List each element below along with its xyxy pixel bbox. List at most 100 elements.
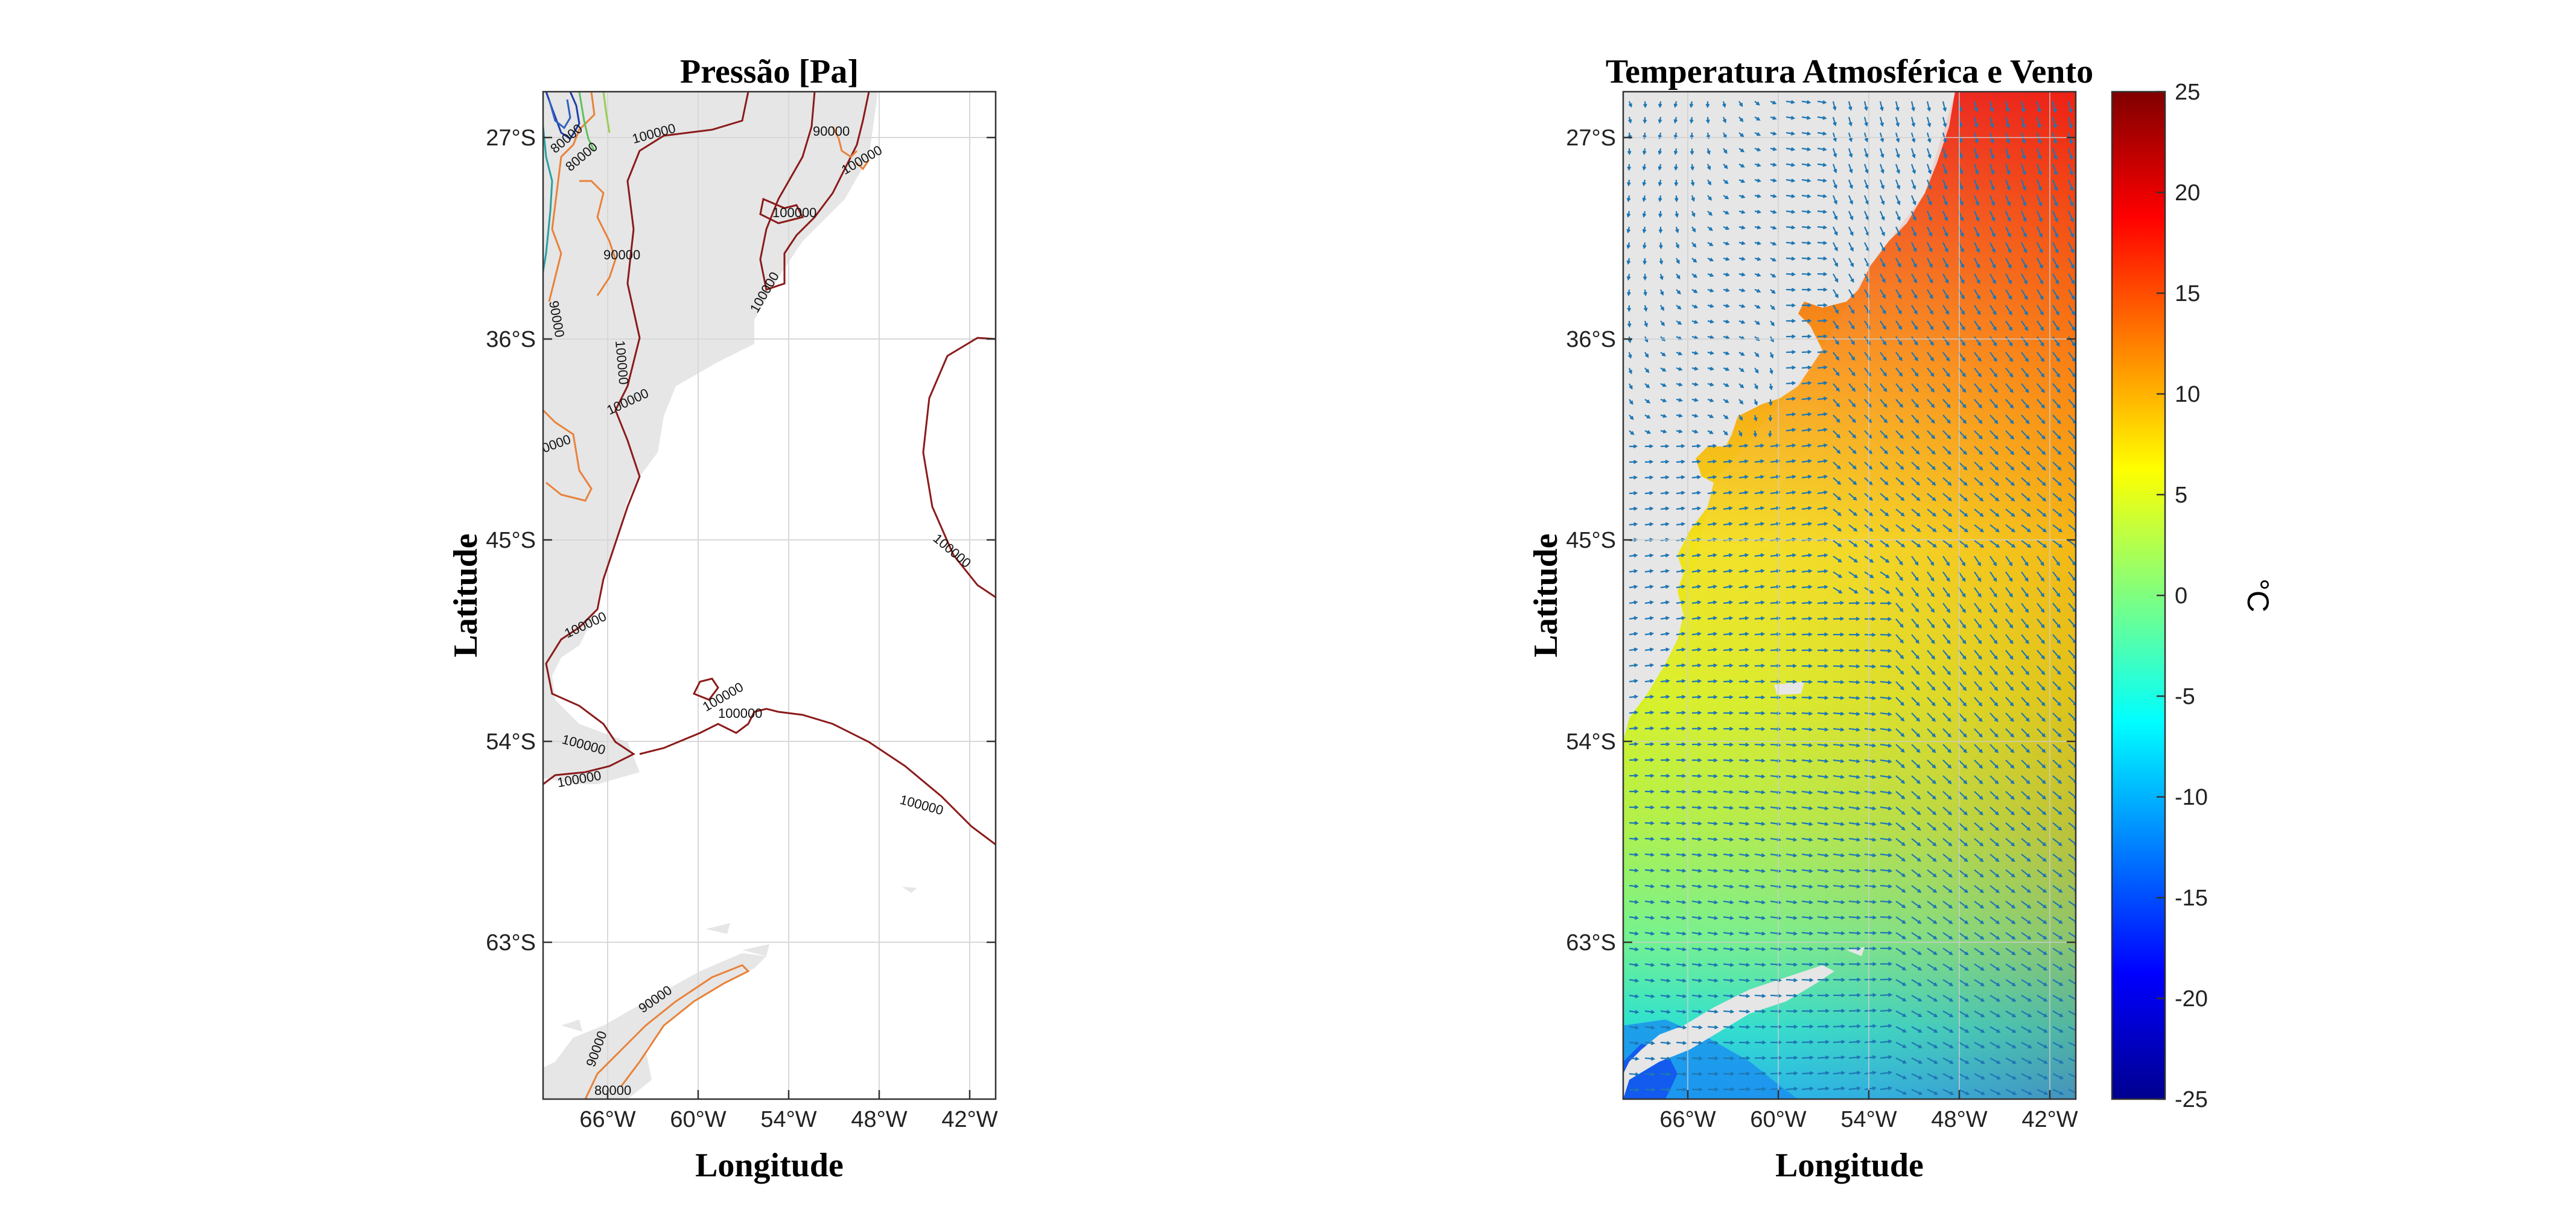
wind-arrow — [1817, 1071, 1830, 1076]
wind-arrow — [1770, 241, 1777, 246]
wind-arrow — [1817, 1009, 1830, 1013]
wind-arrow — [1754, 900, 1766, 905]
wind-arrow — [1880, 556, 1890, 563]
wind-arrow — [1723, 257, 1730, 261]
wind-arrow — [1817, 743, 1829, 747]
wind-arrow — [1911, 963, 1922, 971]
wind-arrow — [1707, 1071, 1719, 1076]
wind-arrow — [1690, 148, 1694, 156]
wind-arrow — [1707, 506, 1717, 510]
wind-arrow — [1738, 210, 1746, 214]
wind-arrow — [1989, 179, 1995, 191]
wind-arrow — [1801, 147, 1811, 151]
wind-arrow — [1974, 650, 1982, 660]
wind-arrow — [1738, 553, 1749, 557]
wind-arrow — [1738, 367, 1745, 372]
wind-arrow — [1989, 101, 1994, 113]
wind-arrow — [1723, 148, 1728, 154]
wind-arrow — [1833, 258, 1838, 267]
wind-arrow — [1626, 258, 1631, 265]
wind-arrow — [1895, 744, 1905, 753]
wind-arrow — [2052, 352, 2061, 363]
wind-arrow — [1723, 475, 1733, 480]
wind-arrow — [1848, 352, 1856, 361]
wind-arrow — [1723, 319, 1731, 324]
wind-arrow — [1706, 163, 1711, 171]
wind-arrow — [1786, 319, 1796, 323]
wind-arrow — [1770, 258, 1777, 262]
wind-arrow — [1691, 553, 1702, 557]
wind-arrow — [1911, 775, 1921, 784]
wind-arrow — [2052, 211, 2058, 223]
wind-arrow — [1786, 648, 1797, 652]
wind-arrow — [2005, 932, 2016, 940]
wind-arrow — [1848, 696, 1861, 700]
wind-arrow — [1989, 336, 1997, 347]
wind-arrow — [1817, 303, 1828, 308]
wind-arrow — [2021, 728, 2031, 738]
wind-arrow — [1880, 352, 1887, 361]
wind-arrow — [1895, 822, 1906, 831]
wind-arrow — [1754, 711, 1766, 715]
wind-arrow — [1848, 946, 1862, 951]
wind-arrow — [1848, 775, 1861, 779]
wind-arrow — [1974, 461, 1983, 471]
wind-arrow — [2005, 963, 2017, 971]
wind-arrow — [1910, 179, 1916, 190]
wind-arrow — [1660, 758, 1671, 763]
wind-arrow — [1942, 697, 1951, 707]
wind-arrow — [1691, 459, 1702, 464]
wind-arrow — [1754, 978, 1766, 983]
wind-arrow — [1864, 946, 1877, 951]
lat-tick: 54°S — [1566, 729, 1616, 755]
wind-arrow — [1660, 978, 1671, 983]
wind-arrow — [1692, 742, 1702, 747]
wind-arrow — [1629, 506, 1638, 511]
wind-arrow — [2052, 1010, 2064, 1017]
wind-arrow — [1786, 475, 1796, 479]
wind-arrow — [1927, 242, 1933, 253]
wind-arrow — [1942, 571, 1950, 582]
wind-arrow — [1738, 383, 1744, 388]
lon-tick: 54°W — [1840, 1107, 1897, 1132]
wind-arrow — [1801, 179, 1811, 183]
wind-arrow — [1927, 414, 1935, 424]
wind-arrow — [1644, 632, 1655, 636]
wind-arrow — [1628, 101, 1632, 108]
wind-arrow — [1676, 900, 1687, 904]
wind-arrow — [1707, 978, 1719, 983]
pressure-title: Pressão [Pa] — [680, 53, 859, 90]
wind-arrow — [1676, 289, 1681, 295]
wind-arrow — [1974, 775, 1983, 785]
wind-arrow — [1786, 569, 1797, 573]
wind-arrow — [1833, 587, 1843, 594]
wind-arrow — [2037, 712, 2046, 722]
wind-arrow — [1690, 179, 1695, 187]
wind-arrow — [1644, 852, 1655, 857]
wind-arrow — [1754, 132, 1761, 136]
wind-arrow — [2037, 289, 2044, 300]
wind-arrow — [1958, 995, 1970, 1002]
wind-arrow — [1691, 994, 1703, 998]
wind-arrow — [1832, 195, 1837, 205]
wind-arrow — [1880, 899, 1893, 904]
wind-arrow — [1974, 603, 1982, 614]
wind-arrow — [2005, 242, 2012, 253]
wind-arrow — [1642, 163, 1647, 171]
wind-arrow — [2068, 320, 2076, 331]
wind-arrow — [1864, 461, 1873, 470]
wind-arrow — [2036, 148, 2042, 160]
wind-arrow — [1801, 334, 1812, 339]
wind-arrow — [1880, 336, 1887, 346]
wind-arrow — [1927, 509, 1937, 517]
wind-arrow — [1880, 915, 1893, 920]
wind-arrow — [1707, 790, 1719, 794]
wind-arrow — [1676, 931, 1687, 936]
wind-arrow — [1674, 163, 1678, 171]
wind-arrow — [2021, 226, 2027, 238]
wind-arrow — [2005, 320, 2013, 331]
wind-arrow — [1895, 665, 1904, 675]
wind-arrow — [2068, 1026, 2076, 1033]
wind-arrow — [1833, 414, 1840, 423]
wind-arrow — [1974, 242, 1980, 253]
